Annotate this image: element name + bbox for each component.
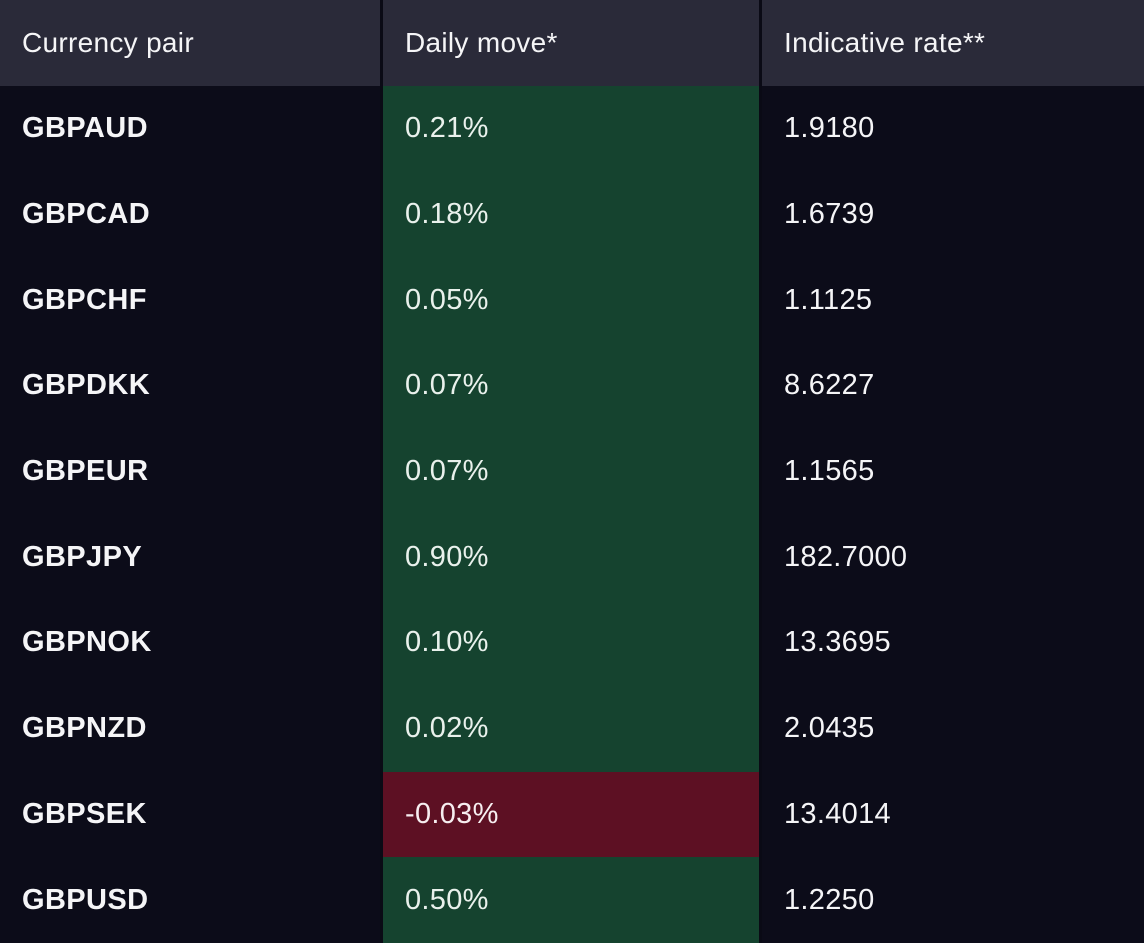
pair-cell: GBPDKK [0, 343, 380, 429]
daily-move-cell: 0.18% [383, 171, 759, 258]
rate-cell: 8.6227 [762, 343, 1144, 429]
pair-cell: GBPJPY [0, 514, 380, 601]
daily-move-cell: 0.02% [383, 685, 759, 772]
column-header-currency-pair: Currency pair [0, 0, 380, 86]
daily-move-cell: 0.90% [383, 514, 759, 601]
pair-cell: GBPUSD [0, 857, 380, 943]
pair-cell: GBPSEK [0, 771, 380, 858]
rate-cell: 182.7000 [762, 514, 1144, 601]
rate-cell: 13.3695 [762, 600, 1144, 686]
daily-move-cell: 0.10% [383, 600, 759, 686]
column-header-indicative-rate: Indicative rate** [762, 0, 1144, 86]
rate-cell: 2.0435 [762, 685, 1144, 772]
rate-cell: 1.6739 [762, 171, 1144, 258]
daily-move-cell: 0.05% [383, 257, 759, 344]
daily-move-cell: 0.21% [383, 86, 759, 172]
pair-cell: GBPNZD [0, 685, 380, 772]
column-header-daily-move: Daily move* [383, 0, 759, 86]
pair-cell: GBPAUD [0, 86, 380, 172]
rate-cell: 1.2250 [762, 857, 1144, 943]
pair-cell: GBPCAD [0, 171, 380, 258]
pair-cell: GBPCHF [0, 257, 380, 344]
pair-cell: GBPEUR [0, 428, 380, 515]
rate-cell: 1.9180 [762, 86, 1144, 172]
daily-move-cell: -0.03% [383, 771, 759, 858]
daily-move-cell: 0.07% [383, 343, 759, 429]
rate-cell: 1.1125 [762, 257, 1144, 344]
daily-move-cell: 0.50% [383, 857, 759, 943]
daily-move-cell: 0.07% [383, 428, 759, 515]
pair-cell: GBPNOK [0, 600, 380, 686]
rate-cell: 1.1565 [762, 428, 1144, 515]
rate-cell: 13.4014 [762, 771, 1144, 858]
